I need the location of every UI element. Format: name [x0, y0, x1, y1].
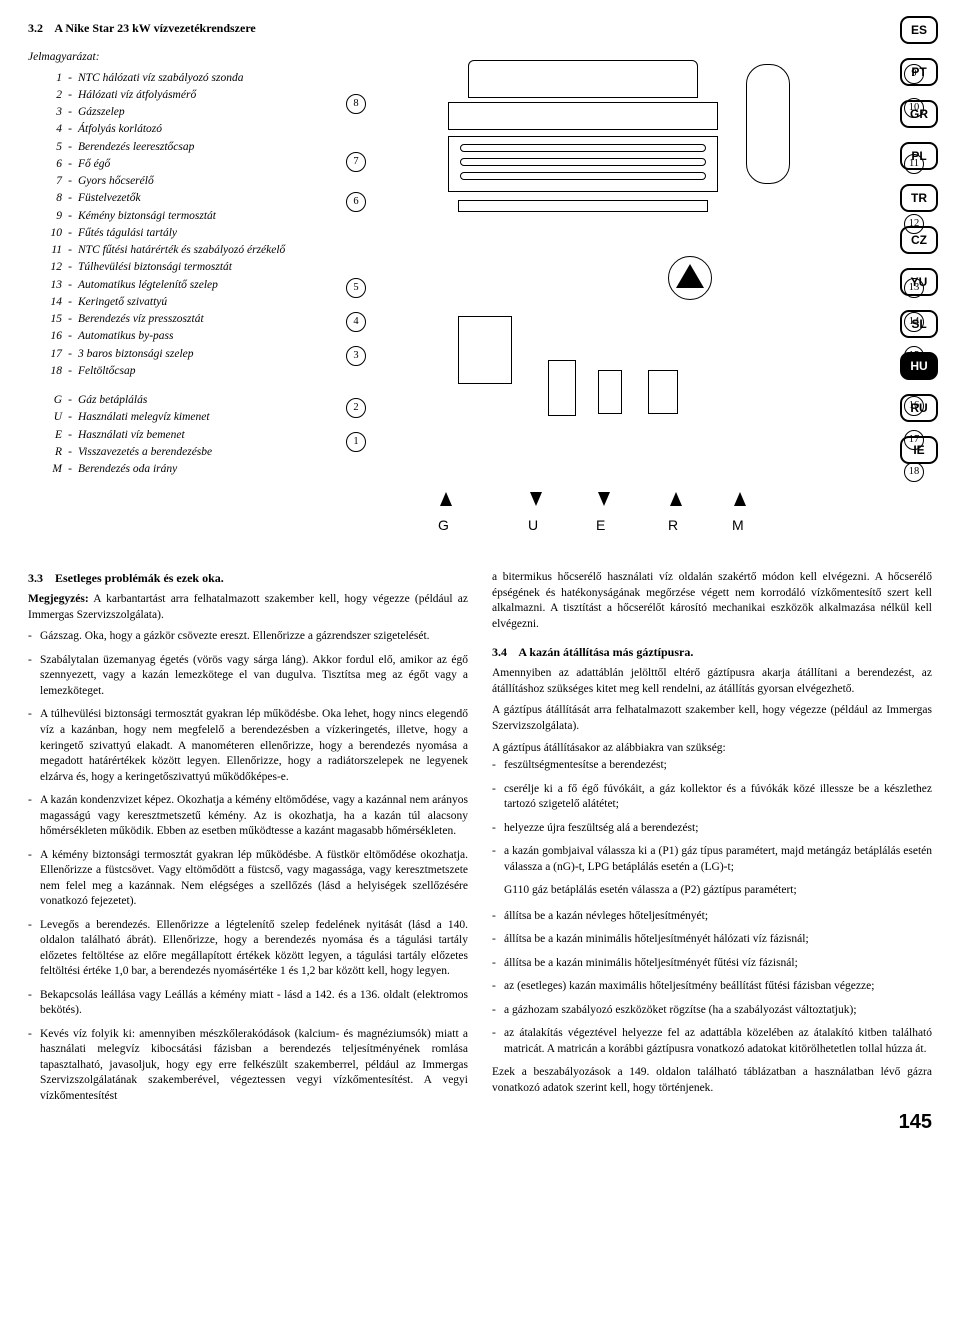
- legend-item: 2-Hálózati víz átfolyásmérő: [40, 87, 318, 104]
- legend-item: 3-Gázszelep: [40, 104, 318, 121]
- legend-item: 7-Gyors hőcserélő: [40, 173, 318, 190]
- language-sidebar: ES PT GR PL TR CZ YU SL HU RU IE: [900, 16, 938, 464]
- diagram-callout: 4: [346, 312, 366, 332]
- legend-list: 1-NTC hálózati víz szabályozó szonda2-Há…: [28, 70, 318, 381]
- legend-item: 5-Berendezés leeresztőcsap: [40, 139, 318, 156]
- list-item: G110 gáz betáplálás esetén válassza a (P…: [492, 883, 932, 899]
- legend-port: E-Használati víz bemenet: [40, 427, 318, 444]
- legend-item: 15-Berendezés víz presszosztát: [40, 311, 318, 328]
- diagram-callout: 8: [346, 94, 366, 114]
- legend-item: 12-Túlhevülési biztonsági termosztát: [40, 259, 318, 276]
- legend-item: 11-NTC fűtési határérték és szabályozó é…: [40, 242, 318, 259]
- legend-item: 14-Keringető szivattyú: [40, 294, 318, 311]
- sec33-bullets: Gázszag. Oka, hogy a gázkör csövezte ere…: [28, 629, 468, 1104]
- sec32-num: 3.2: [28, 21, 43, 35]
- sec34-p1: Amennyiben az adattáblán jelölttől eltér…: [492, 666, 932, 697]
- lang-badge-ie[interactable]: IE: [900, 436, 938, 464]
- legend-port: G-Gáz betáplálás: [40, 392, 318, 409]
- legend-port: U-Használati melegvíz kimenet: [40, 409, 318, 426]
- list-item: cserélje ki a fő égő fúvókáit, a gáz kol…: [492, 782, 932, 813]
- sec34-title: A kazán átállítása más gáztípusra.: [518, 645, 693, 659]
- arrow-down-icon: [598, 492, 610, 506]
- list-item: Szabálytalan üzemanyag égetés (vörös vag…: [28, 653, 468, 700]
- list-item: állítsa be a kazán minimális hőteljesítm…: [492, 932, 932, 948]
- list-item: a kazán gombjaival válassza ki a (P1) gá…: [492, 844, 932, 875]
- legend-item: 18-Feltöltőcsap: [40, 363, 318, 380]
- lang-badge-ru[interactable]: RU: [900, 394, 938, 422]
- legend-column: Jelmagyarázat: 1-NTC hálózati víz szabál…: [28, 50, 318, 550]
- arrow-up-icon: [734, 492, 746, 506]
- port-label: E: [596, 516, 605, 535]
- legend-item: 1-NTC hálózati víz szabályozó szonda: [40, 70, 318, 87]
- list-item: helyezze újra feszültség alá a berendezé…: [492, 821, 932, 837]
- list-item: állítsa be a kazán minimális hőteljesítm…: [492, 956, 932, 972]
- legend-item: 8-Füstelvezetők: [40, 190, 318, 207]
- list-item: A kazán kondenzvizet képez. Okozhatja a …: [28, 793, 468, 840]
- lang-badge-pl[interactable]: PL: [900, 142, 938, 170]
- right-column: a bitermikus hőcserélő használati víz ol…: [492, 570, 932, 1112]
- sec33-title: Esetleges problémák és ezek oka.: [55, 571, 224, 585]
- lang-badge-gr[interactable]: GR: [900, 100, 938, 128]
- port-label: G: [438, 516, 449, 535]
- arrow-up-icon: [670, 492, 682, 506]
- legend-item: 6-Fő égő: [40, 156, 318, 173]
- lang-badge-es[interactable]: ES: [900, 16, 938, 44]
- list-item: feszültségmentesítse a berendezést;: [492, 758, 932, 774]
- port-label: M: [732, 516, 744, 535]
- list-item: állítsa be a kazán névleges hőteljesítmé…: [492, 909, 932, 925]
- list-item: Levegős a berendezés. Ellenőrizze a légt…: [28, 918, 468, 980]
- port-label: U: [528, 516, 538, 535]
- legend-port: R-Visszavezetés a berendezésbe: [40, 444, 318, 461]
- lang-badge-tr[interactable]: TR: [900, 184, 938, 212]
- list-item: Bekapcsolás leállása vagy Leállás a kémé…: [28, 988, 468, 1019]
- list-item: Kevés víz folyik ki: amennyiben mészkőle…: [28, 1027, 468, 1105]
- list-item: A túlhevülési biztonsági termosztát gyak…: [28, 707, 468, 785]
- legend-item: 16-Automatikus by-pass: [40, 328, 318, 345]
- sec33-num: 3.3: [28, 571, 43, 585]
- legend-item: 10-Fűtés tágulási tartály: [40, 225, 318, 242]
- page-number: 145: [899, 1109, 932, 1136]
- lang-badge-sl[interactable]: SL: [900, 310, 938, 338]
- sec34-p4: Ezek a beszabályozások a 149. oldalon ta…: [492, 1065, 932, 1096]
- diagram-callout: 6: [346, 192, 366, 212]
- legend-port: M-Berendezés oda irány: [40, 461, 318, 478]
- list-item: az (esetleges) kazán maximális hőteljesí…: [492, 979, 932, 995]
- diagram-callout: 18: [904, 462, 924, 482]
- lang-badge-pt[interactable]: PT: [900, 58, 938, 86]
- legend-item: 9-Kémény biztonsági termosztát: [40, 208, 318, 225]
- diagram-callout: 3: [346, 346, 366, 366]
- diagram-callout: 7: [346, 152, 366, 172]
- list-item: a gázhozam szabályozó eszközöket rögzíts…: [492, 1003, 932, 1019]
- left-column: 3.3 Esetleges problémák és ezek oka. Meg…: [28, 570, 468, 1112]
- arrow-up-icon: [440, 492, 452, 506]
- legend-item: 13-Automatikus légtelenítő szelep: [40, 277, 318, 294]
- arrow-down-icon: [530, 492, 542, 506]
- list-item: Gázszag. Oka, hogy a gázkör csövezte ere…: [28, 629, 468, 645]
- sec34-num: 3.4: [492, 645, 507, 659]
- sec34-p3: A gáztípus átállításakor az alábbiakra v…: [492, 741, 932, 757]
- legend-ports: G-Gáz betáplálásU-Használati melegvíz ki…: [28, 392, 318, 478]
- lang-badge-hu[interactable]: HU: [900, 352, 938, 380]
- lang-badge-cz[interactable]: CZ: [900, 226, 938, 254]
- sec33-right-intro: a bitermikus hőcserélő használati víz ol…: [492, 570, 932, 632]
- port-label: R: [668, 516, 678, 535]
- diagram-callout: 5: [346, 278, 366, 298]
- legend-item: 17-3 baros biztonsági szelep: [40, 346, 318, 363]
- diagram-callout: 1: [346, 432, 366, 452]
- diagram-callout: 2: [346, 398, 366, 418]
- list-item: A kémény biztonsági termosztát gyakran l…: [28, 848, 468, 910]
- sec32-title: A Nike Star 23 kW vízvezetékrendszere: [54, 21, 255, 35]
- sec34-bullets: feszültségmentesítse a berendezést; cseré…: [492, 758, 932, 1057]
- legend-item: 4-Átfolyás korlátozó: [40, 121, 318, 138]
- sec34-p2: A gáztípus átállítását arra felhatalmazo…: [492, 703, 932, 734]
- lang-badge-yu[interactable]: YU: [900, 268, 938, 296]
- legend-heading: Jelmagyarázat:: [28, 50, 318, 66]
- sec33-note: Megjegyzés: A karbantartást arra felhata…: [28, 592, 468, 623]
- list-item: az átalakítás végeztével helyezze fel az…: [492, 1026, 932, 1057]
- hydraulic-diagram: 87654321 9101112131415161718 GUERM: [338, 50, 932, 550]
